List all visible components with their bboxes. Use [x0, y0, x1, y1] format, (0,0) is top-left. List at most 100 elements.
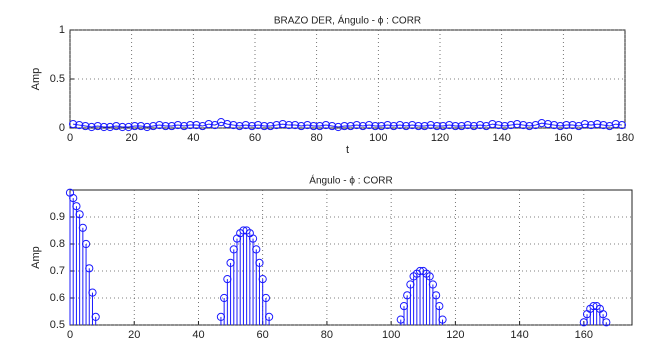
y-tick-label: 1: [59, 24, 65, 36]
y-axis-label: Amp: [30, 246, 42, 269]
marker: [81, 239, 91, 249]
marker: [204, 119, 213, 129]
marker: [179, 121, 189, 131]
x-tick-label: 40: [187, 132, 199, 144]
marker: [599, 120, 608, 130]
marker: [278, 119, 287, 129]
marker: [315, 121, 324, 131]
marker: [290, 120, 300, 130]
marker: [451, 121, 460, 131]
marker: [435, 302, 444, 311]
marker: [469, 121, 479, 131]
x-tick-label: 140: [510, 329, 528, 341]
x-tick-label: 80: [311, 132, 323, 144]
marker: [488, 119, 497, 129]
x-tick-label: 100: [369, 132, 387, 144]
marker: [428, 280, 437, 289]
x-tick-label: 180: [616, 132, 634, 144]
marker: [500, 121, 509, 131]
marker: [261, 293, 270, 303]
marker: [265, 312, 274, 321]
marker: [432, 291, 441, 300]
y-tick-label: 0.8: [50, 238, 65, 250]
marker: [586, 120, 596, 130]
marker: [358, 121, 368, 131]
marker: [255, 258, 264, 267]
marker: [161, 121, 170, 131]
y-tick-label: 0: [59, 122, 65, 134]
marker: [136, 121, 146, 131]
marker: [223, 119, 232, 129]
marker: [297, 121, 306, 131]
plot-area: [69, 29, 626, 129]
marker: [235, 121, 244, 131]
marker: [303, 120, 312, 130]
marker: [438, 121, 448, 131]
y-tick-label: 0.7: [50, 265, 65, 277]
x-tick-label: 100: [382, 329, 400, 341]
marker: [389, 121, 398, 131]
marker: [253, 120, 263, 130]
marker: [605, 121, 614, 131]
x-tick-label: 60: [249, 132, 261, 144]
marker: [593, 119, 602, 129]
marker: [142, 122, 152, 132]
marker: [284, 120, 294, 130]
marker: [371, 121, 380, 131]
marker: [85, 264, 94, 273]
marker: [537, 119, 546, 128]
marker: [87, 122, 96, 132]
y-tick-label: 0.5: [50, 319, 65, 331]
marker: [432, 121, 442, 131]
marker: [105, 122, 115, 132]
marker: [118, 122, 127, 132]
marker: [401, 121, 411, 131]
marker: [75, 120, 84, 130]
y-tick-label: 0.6: [50, 292, 65, 304]
marker: [91, 312, 100, 321]
marker: [611, 119, 620, 129]
marker: [167, 121, 176, 131]
marker: [149, 121, 158, 131]
marker: [198, 121, 207, 131]
marker: [408, 120, 417, 130]
marker: [420, 121, 429, 131]
marker: [475, 120, 485, 130]
x-tick-label: 140: [492, 132, 510, 144]
marker: [88, 288, 97, 297]
marker: [327, 121, 337, 131]
marker: [617, 120, 627, 130]
marker: [72, 202, 81, 211]
x-tick-label: 160: [575, 329, 593, 341]
marker: [562, 120, 571, 130]
marker: [69, 194, 78, 203]
subplot: 0 20 40 60 80 100 120 140 160 180 0 0.5 1 BRAZO DER, …: [30, 14, 634, 156]
marker: [519, 120, 528, 130]
marker: [598, 310, 608, 319]
marker: [568, 120, 577, 130]
marker: [247, 121, 257, 131]
marker: [426, 120, 435, 130]
marker: [414, 121, 423, 131]
marker: [272, 120, 281, 130]
marker: [602, 318, 611, 327]
marker: [155, 120, 164, 130]
marker: [463, 120, 472, 130]
chart-title: Ángulo - ϕ : CORR: [309, 174, 392, 187]
x-tick-label: 80: [321, 329, 333, 341]
marker: [580, 119, 590, 129]
subplot: 0 20 40 60 80 100 120 140 160 0.5 0.6 0.7 0.8 0.9 Ángu…: [30, 174, 633, 341]
data-line: [73, 121, 622, 128]
y-tick-label: 0.5: [50, 73, 65, 85]
marker: [364, 120, 374, 130]
marker: [340, 121, 349, 131]
marker: [68, 119, 78, 129]
marker: [383, 120, 392, 130]
marker: [556, 121, 565, 131]
marker: [216, 118, 226, 127]
x-tick-label: 160: [554, 132, 572, 144]
marker: [457, 121, 466, 131]
marker: [346, 121, 355, 131]
x-tick-label: 120: [431, 132, 449, 144]
